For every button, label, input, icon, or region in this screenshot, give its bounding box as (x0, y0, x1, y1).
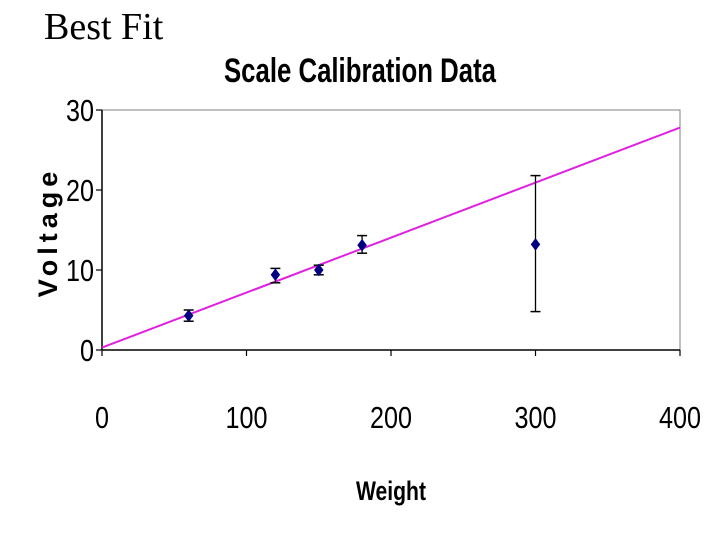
data-point-diamond (313, 263, 324, 277)
x-tick-label: 200 (370, 400, 412, 435)
x-tick-label: 400 (659, 400, 701, 435)
y-tick-label: 10 (66, 253, 94, 288)
y-axis-label: Voltage (33, 167, 63, 298)
data-point-diamond (183, 309, 194, 323)
axis-ticks: 0 100 200 300 400 0 10 20 30 (66, 93, 701, 435)
data-points (183, 237, 541, 323)
x-tick-label: 100 (226, 400, 268, 435)
x-axis-label: Weight (356, 476, 426, 506)
x-tick-label: 0 (95, 400, 109, 435)
x-tick-label: 300 (515, 400, 557, 435)
y-tick-label: 0 (80, 333, 94, 368)
data-point-diamond (357, 238, 367, 252)
y-tick-label: 30 (66, 93, 94, 128)
slide-heading: Best Fit (44, 6, 164, 48)
data-point-diamond (530, 237, 541, 251)
data-point-diamond (270, 268, 281, 282)
chart-title: Scale Calibration Data (224, 52, 497, 90)
best-fit-line (101, 126, 681, 349)
y-tick-label: 20 (66, 173, 94, 208)
fit-line-group (101, 126, 681, 349)
